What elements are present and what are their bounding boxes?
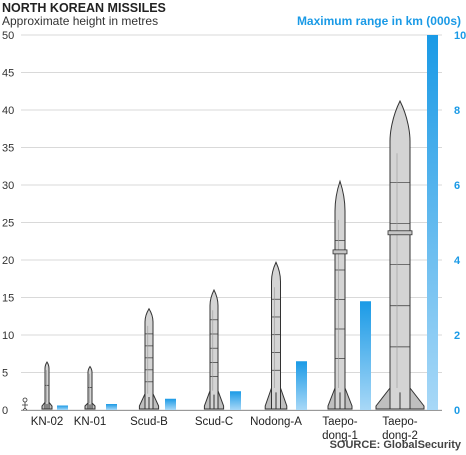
person-figure-icon	[22, 397, 28, 411]
right-tick-label: 10	[454, 30, 466, 42]
chart-subtitle: Approximate height in metres	[2, 14, 159, 28]
left-axis-ticks: 0 5 10 15 20 25 30 35 40 45 50	[2, 30, 14, 417]
right-tick-label: 8	[454, 105, 460, 117]
missile-silhouette	[375, 99, 425, 410]
range-bar	[230, 391, 241, 410]
left-tick-label: 0	[2, 405, 8, 417]
right-tick-label: 2	[454, 330, 460, 342]
missile-silhouette	[41, 361, 53, 410]
left-tick-label: 15	[2, 293, 14, 305]
range-bar	[360, 301, 371, 410]
missile-silhouette	[327, 179, 353, 410]
missile-silhouette	[264, 261, 288, 410]
category-label: KN-02	[31, 416, 64, 428]
left-tick-label: 30	[2, 180, 14, 192]
left-tick-label: 50	[2, 30, 14, 42]
missile-silhouette	[84, 365, 96, 410]
source-note: SOURCE: GlobalSecurity	[329, 439, 461, 451]
category-label: Scud-C	[195, 416, 233, 428]
left-tick-label: 25	[2, 218, 14, 230]
category-label: Scud-B	[130, 416, 168, 428]
range-bar	[165, 398, 176, 410]
category-label: Nodong-A	[250, 416, 302, 428]
left-tick-label: 20	[2, 255, 14, 267]
grid-lines	[21, 34, 442, 411]
right-tick-label: 0	[454, 405, 460, 417]
missile-silhouette	[138, 307, 160, 410]
category-label: KN-01	[74, 416, 107, 428]
missile-silhouette	[203, 288, 225, 410]
range-bar	[296, 361, 307, 410]
left-tick-label: 40	[2, 105, 14, 117]
left-tick-label: 45	[2, 68, 14, 80]
right-axis-title: Maximum range in km (000s)	[296, 14, 461, 28]
category-labels: KN-02 KN-01 Scud-B Scud-C Nodong-A Taepo-dong…	[31, 416, 418, 442]
right-axis-ticks: 0 2 4 6 8 10	[454, 30, 466, 417]
range-bars	[57, 35, 438, 410]
category-label: Taepo-dong-2	[382, 416, 418, 442]
range-bar	[106, 404, 117, 410]
chart-title: NORTH KOREAN MISSILES	[2, 1, 166, 15]
range-bar	[57, 405, 68, 410]
left-tick-label: 10	[2, 330, 14, 342]
left-tick-label: 35	[2, 143, 14, 155]
range-bar	[427, 35, 438, 410]
left-tick-label: 5	[2, 368, 8, 380]
right-tick-label: 4	[454, 255, 461, 267]
right-tick-label: 6	[454, 180, 460, 192]
category-label: Taepo-dong-1	[322, 416, 358, 442]
missile-silhouettes	[22, 99, 425, 411]
